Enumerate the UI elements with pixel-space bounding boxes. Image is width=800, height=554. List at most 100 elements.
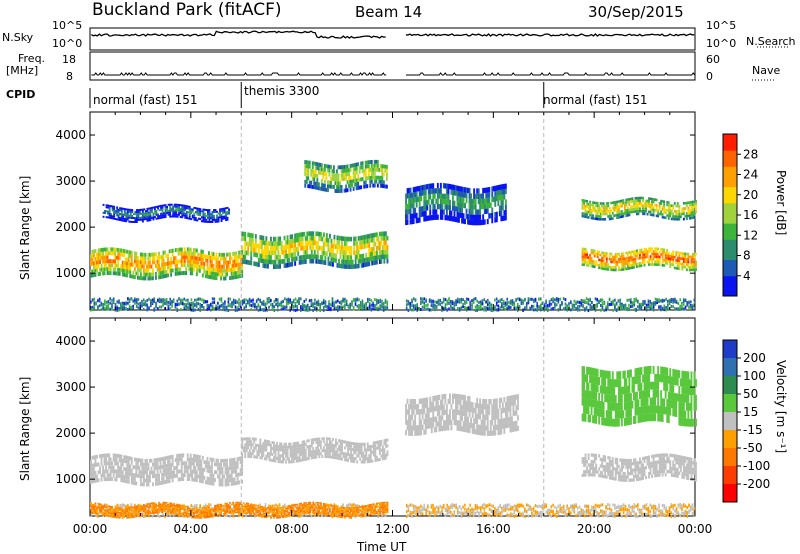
power-echo-cell — [617, 260, 620, 264]
power-echo-cell — [133, 275, 136, 280]
power-scatter-cell — [220, 304, 223, 308]
power-echo-cell — [341, 259, 343, 264]
power-echo-cell — [373, 167, 376, 172]
power-echo-cell — [198, 253, 201, 257]
power-echo-cell — [625, 257, 628, 260]
power-scatter-cell — [434, 300, 436, 304]
power-echo-cell — [657, 247, 660, 251]
power-echo-cell — [184, 212, 187, 215]
power-echo-cell — [191, 251, 194, 256]
power-echo-cell — [145, 210, 147, 213]
power-scatter-cell — [501, 305, 503, 309]
power-echo-cell — [90, 269, 92, 274]
power-echo-cell — [688, 268, 691, 272]
power-echo-cell — [639, 262, 641, 265]
power-echo-cell — [661, 248, 664, 251]
power-echo-cell — [616, 252, 619, 256]
power-scatter-cell — [465, 301, 468, 304]
power-echo-cell — [97, 264, 100, 269]
power-echo-cell — [375, 159, 378, 164]
power-echo-cell — [253, 243, 256, 248]
power-echo-cell — [164, 266, 166, 271]
power-scatter-cell — [98, 304, 101, 308]
power-echo-cell — [666, 262, 669, 265]
power-echo-cell — [232, 252, 235, 256]
power-echo-cell — [213, 217, 215, 219]
power-scatter-cell — [668, 299, 671, 303]
power-echo-cell — [630, 250, 632, 254]
power-scatter-cell — [462, 298, 464, 302]
power-echo-cell — [316, 240, 319, 246]
power-echo-cell — [265, 250, 268, 255]
velocity-scatter-cell — [411, 511, 413, 515]
power-echo-cell — [678, 210, 681, 213]
power-echo-cell — [162, 258, 165, 263]
power-echo-cell — [672, 204, 675, 208]
power-scatter-cell — [622, 307, 625, 311]
power-echo-cell — [117, 252, 120, 256]
power-echo-cell — [637, 207, 640, 210]
power-echo-cell — [330, 248, 333, 253]
power-echo-cell — [655, 263, 658, 266]
power-echo-cell — [312, 254, 315, 259]
power-echo-cell — [613, 206, 616, 210]
power-echo-cell — [119, 217, 122, 220]
power-echo-cell — [479, 198, 482, 205]
power-echo-cell — [345, 250, 348, 256]
power-echo-cell — [452, 205, 454, 211]
power-echo-cell — [445, 188, 448, 195]
power-echo-cell — [323, 164, 326, 168]
power-echo-cell — [608, 265, 611, 269]
power-echo-cell — [602, 210, 605, 213]
power-echo-cell — [171, 252, 174, 257]
power-echo-cell — [676, 256, 679, 260]
velocity-scatter-cell — [421, 508, 424, 512]
power-echo-cell — [202, 216, 205, 219]
power-echo-cell — [270, 255, 272, 260]
power-echo-cell — [342, 245, 345, 251]
power-echo-cell — [583, 253, 585, 256]
power-scatter-cell — [174, 305, 177, 308]
power-scatter-cell — [575, 306, 577, 310]
power-echo-cell — [338, 263, 340, 268]
power-scatter-cell — [465, 297, 468, 301]
power-echo-cell — [351, 183, 354, 188]
power-echo-cell — [97, 260, 100, 265]
power-echo-cell — [462, 202, 465, 208]
power-scatter-cell — [307, 307, 309, 311]
power-echo-cell — [616, 255, 619, 259]
velocity-scatter-cell — [411, 503, 413, 507]
power-scatter-cell — [594, 307, 597, 311]
power-echo-cell — [611, 260, 614, 264]
power-scatter-cell — [654, 302, 657, 306]
power-echo-cell — [117, 218, 120, 221]
power-echo-cell — [337, 181, 340, 186]
power-echo-cell — [610, 258, 613, 261]
power-echo-cell — [185, 205, 188, 208]
power-echo-cell — [608, 215, 611, 218]
power-echo-cell — [373, 183, 376, 188]
power-echo-cell — [202, 212, 205, 215]
power-echo-cell — [667, 254, 670, 258]
power-scatter-cell — [134, 298, 136, 302]
velocity-scatter-cell — [241, 514, 244, 517]
power-echo-cell — [123, 268, 126, 273]
power-echo-cell — [672, 260, 675, 264]
power-echo-cell — [667, 257, 670, 260]
power-scatter-cell — [465, 308, 468, 312]
power-echo-cell — [135, 217, 138, 219]
power-echo-cell — [321, 250, 324, 256]
power-echo-cell — [208, 251, 210, 256]
power-echo-cell — [491, 186, 494, 192]
power-echo-cell — [442, 183, 445, 189]
power-echo-cell — [593, 249, 596, 253]
power-scatter-cell — [598, 300, 600, 304]
power-scatter-cell — [460, 300, 463, 304]
power-scatter-cell — [125, 302, 127, 306]
velocity-scatter-cell — [255, 511, 258, 515]
power-scatter-cell — [416, 308, 418, 312]
power-scatter-cell — [128, 304, 131, 308]
power-echo-cell — [316, 254, 319, 260]
power-scatter-cell — [654, 297, 657, 301]
power-echo-cell — [200, 257, 203, 262]
